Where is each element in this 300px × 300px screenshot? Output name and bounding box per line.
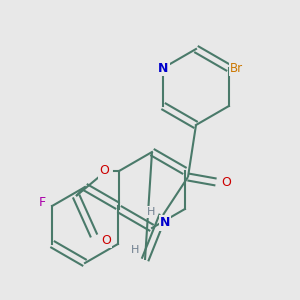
Text: O: O xyxy=(221,176,231,188)
Text: H: H xyxy=(131,245,139,255)
Text: O: O xyxy=(101,233,111,247)
Text: O: O xyxy=(99,164,109,178)
Text: F: F xyxy=(38,196,46,209)
Text: H: H xyxy=(147,207,155,217)
Text: Br: Br xyxy=(230,61,244,74)
Text: N: N xyxy=(158,61,168,74)
Text: N: N xyxy=(160,217,170,230)
